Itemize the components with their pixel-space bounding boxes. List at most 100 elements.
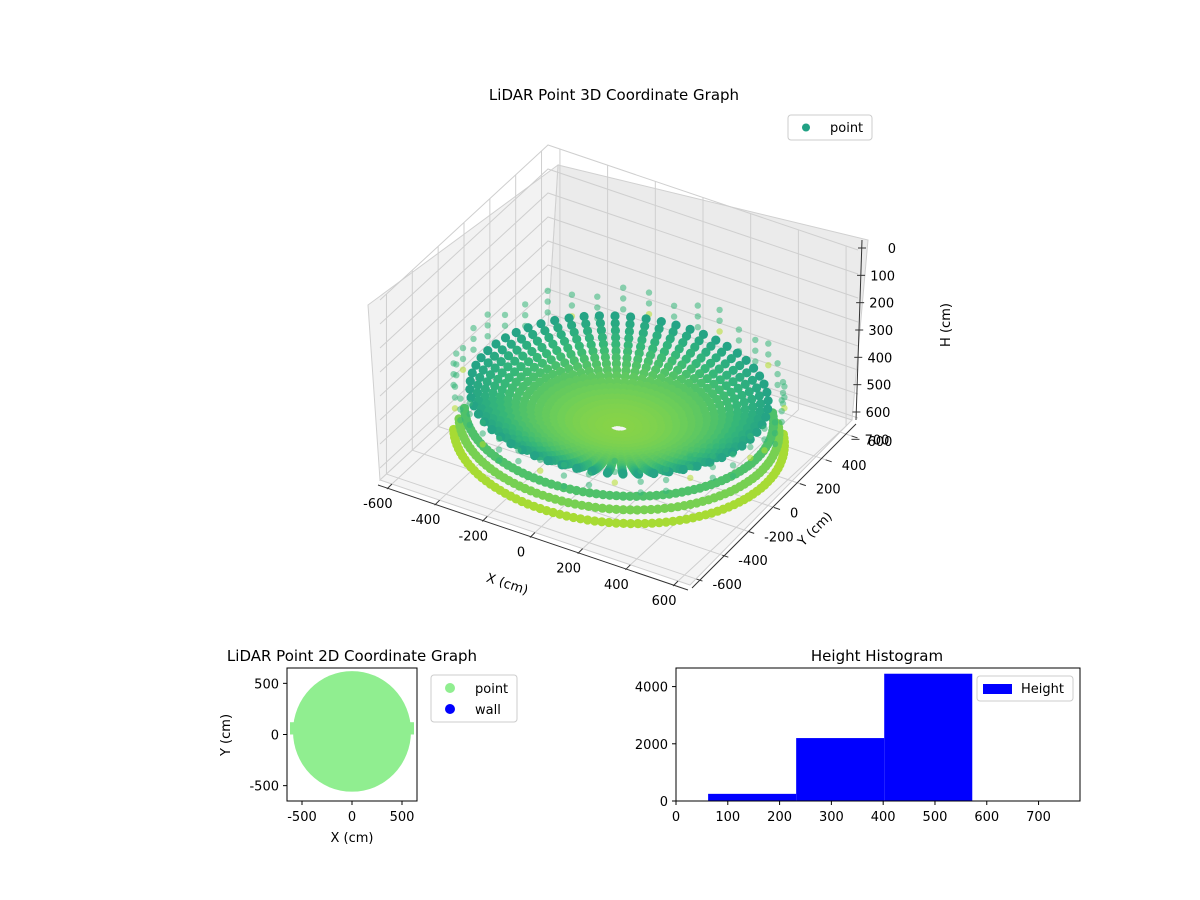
data-point-3d	[523, 323, 533, 333]
data-point-3d	[625, 319, 635, 329]
legend-hist-label: Height	[1021, 682, 1064, 697]
data-point-3d	[496, 391, 506, 401]
data-point-3d	[564, 313, 574, 323]
ticks-histogram: 0 100 200 300 400 500 600 700 0 2000 4000	[635, 681, 1051, 825]
data-point-3d	[747, 394, 757, 404]
x-tick-label-hist: 700	[1026, 810, 1051, 825]
data-point-3d	[692, 461, 702, 471]
data-point-3d	[475, 372, 485, 383]
data-point-3d	[618, 518, 629, 529]
plot-histogram: Height Histogram 0 100 200 300 400 500 600 7000…	[635, 647, 1081, 825]
data-point-3d	[495, 435, 503, 442]
data-point-3d	[529, 362, 540, 372]
data-point-3d	[579, 311, 589, 322]
legend-hist-swatch	[983, 684, 1012, 694]
x-tick-label-3d: 400	[604, 578, 629, 593]
data-point-3d	[604, 517, 614, 528]
data-point-3d	[639, 505, 649, 515]
data-point-3d	[515, 447, 522, 454]
data-point-3d	[625, 505, 635, 515]
data-point-3d	[536, 319, 546, 329]
data-point-3d	[457, 406, 464, 413]
data-point-3d	[451, 394, 459, 401]
data-point-3d	[512, 345, 522, 355]
y-tick-label-3d: -600	[712, 578, 742, 593]
data-point-3d	[752, 347, 759, 354]
data-point-3d	[678, 464, 688, 475]
data-point-3d	[752, 336, 759, 344]
data-point-3d	[544, 287, 551, 294]
data-point-3d	[585, 471, 593, 478]
data-point-3d	[583, 326, 593, 336]
z-tick-label-3d: 500	[867, 379, 892, 394]
data-point-3d	[625, 491, 635, 501]
data-point-3d	[585, 488, 595, 498]
data-point-3d	[590, 502, 601, 512]
data-point-3d	[577, 500, 587, 510]
y-tick-3d	[799, 483, 807, 487]
data-point-3d	[721, 381, 731, 391]
data-point-3d	[774, 370, 781, 378]
data-point-3d	[610, 311, 620, 321]
data-point-3d	[497, 345, 507, 355]
data-point-3d	[662, 476, 670, 484]
x-tick-3d	[577, 548, 584, 555]
data-point-3d	[687, 474, 694, 482]
data-point-3d	[626, 519, 636, 529]
x-tick-3d	[386, 483, 393, 490]
data-point-3d	[503, 362, 513, 372]
data-point-3d	[749, 363, 759, 373]
data-point-3d	[729, 472, 737, 480]
data-point-3d	[740, 379, 750, 389]
title-3d: LiDAR Point 3D Coordinate Graph	[489, 86, 739, 104]
data-point-3d	[618, 469, 628, 479]
data-point-3d	[611, 479, 618, 486]
x-tick-label-hist: 0	[672, 810, 680, 825]
data-point-3d	[560, 472, 568, 479]
histogram-bar	[796, 738, 885, 801]
data-point-3d	[653, 504, 663, 514]
y-label-3d: Y (cm)	[795, 509, 836, 550]
data-point-3d	[611, 468, 618, 475]
axes-frame-histogram	[675, 667, 1081, 802]
point-cloud-3d	[449, 284, 790, 529]
data-point-3d	[654, 518, 664, 528]
histogram-bar	[884, 673, 973, 801]
data-point-3d	[735, 326, 743, 333]
z-tick-label-3d: 400	[867, 351, 892, 366]
point-clip-2d	[287, 791, 417, 801]
data-point-3d	[774, 360, 781, 367]
data-point-3d	[450, 371, 457, 378]
x-tick-label-hist: 200	[767, 810, 792, 825]
data-point-3d	[765, 362, 772, 369]
data-point-3d	[694, 302, 701, 309]
data-point-3d	[597, 503, 608, 513]
data-point-3d	[560, 461, 568, 468]
data-point-3d	[595, 318, 606, 328]
data-point-3d	[488, 388, 498, 398]
data-point-3d	[624, 333, 634, 343]
y-tick-label-3d: -200	[764, 530, 794, 545]
data-point-3d	[640, 321, 650, 331]
data-point-3d	[626, 312, 636, 322]
data-point-3d	[522, 367, 532, 377]
grid-line-z	[379, 192, 859, 349]
data-point-3d	[733, 407, 743, 417]
data-point-3d	[537, 456, 544, 464]
data-point-3d	[598, 490, 608, 500]
data-point-3d	[739, 397, 749, 407]
plot-3d: LiDAR Point 3D Coordinate Graph -600 -400…	[363, 86, 954, 609]
data-point-3d	[761, 436, 768, 443]
x-tick-label-hist: 400	[871, 810, 896, 825]
data-point-3d	[605, 490, 615, 500]
data-point-3d	[495, 457, 503, 464]
data-point-3d	[778, 397, 785, 404]
data-point-3d	[483, 346, 493, 356]
grid-line-x	[677, 245, 847, 582]
data-point-3d	[771, 430, 779, 437]
data-point-3d	[568, 512, 579, 523]
x-tick-label-3d: -600	[363, 497, 393, 512]
y-tick-label-3d: 600	[868, 435, 893, 450]
data-point-3d	[778, 418, 785, 426]
data-point-3d	[641, 314, 651, 324]
